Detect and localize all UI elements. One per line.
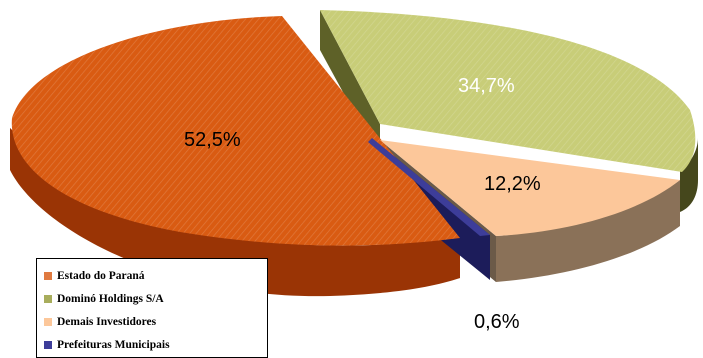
legend-swatch-estado-do-parana [44,271,52,280]
legend-item-estado-do-parana: Estado do Paraná [44,264,267,287]
legend-label: Estado do Paraná [57,269,145,282]
data-label-demais-investidores: 12,2% [484,173,541,195]
slice-prefeituras-municipais [368,138,490,236]
slice-side-estado-do-parana-front [10,128,460,297]
slice-domino-holdings-hatch [320,10,696,172]
legend-swatch-domino-holdings [44,294,52,303]
chart-legend: Estado do Paraná Dominó Holdings S/A Dem… [36,258,268,358]
legend-swatch-prefeituras-municipais [44,340,52,349]
legend-item-prefeituras-municipais: Prefeituras Municipais [44,333,267,356]
legend-item-demais-investidores: Demais Investidores [44,310,267,333]
legend-label: Dominó Holdings S/A [57,292,164,305]
data-label-estado-do-parana: 52,5% [184,129,241,151]
legend-label: Demais Investidores [57,315,157,328]
slice-side-domino-holdings [680,138,698,212]
slice-demais-investidores [380,140,680,236]
data-label-domino-holdings: 34,7% [458,75,515,97]
slice-estado-do-parana-hatch [11,16,461,246]
legend-label: Prefeituras Municipais [57,338,170,351]
legend-swatch-demais-investidores [44,317,52,326]
data-label-prefeituras-municipais: 0,6% [474,311,520,333]
legend-item-domino-holdings: Dominó Holdings S/A [44,287,267,310]
